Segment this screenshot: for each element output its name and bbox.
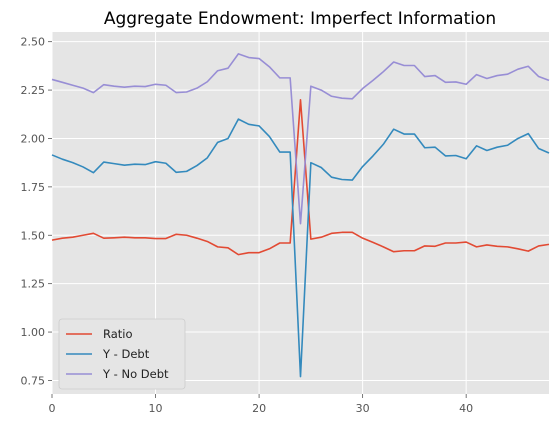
series-line-y-no-debt — [51, 53, 550, 225]
x-tick-label: 30 — [356, 402, 370, 415]
x-tick-label: 20 — [252, 402, 266, 415]
chart-title: Aggregate Endowment: Imperfect Informati… — [104, 9, 496, 29]
series-line-ratio — [51, 98, 550, 256]
legend: Ratio Y - Debt Y - No Debt — [58, 318, 186, 390]
y-tick-label: 0.75 — [21, 374, 46, 387]
legend-label-y-debt: Y - Debt — [102, 347, 150, 361]
legend-label-y-no-debt: Y - No Debt — [102, 367, 169, 381]
series-lines — [51, 53, 550, 378]
x-tick-label: 10 — [149, 402, 163, 415]
legend-label-ratio: Ratio — [103, 327, 133, 341]
y-tick-label: 1.00 — [21, 326, 46, 339]
series-line-y-debt — [51, 118, 550, 378]
y-tick-label: 2.00 — [21, 132, 46, 145]
x-tick-label: 40 — [459, 402, 473, 415]
x-tick-label: 0 — [49, 402, 56, 415]
grid — [51, 32, 549, 394]
y-tick-label: 2.25 — [21, 84, 46, 97]
legend-box — [58, 318, 186, 390]
y-tick-label: 1.25 — [21, 278, 46, 291]
y-tick-label: 1.75 — [21, 181, 46, 194]
y-axis: 0.75 1.00 1.25 1.50 1.75 2.00 2.25 2.50 — [21, 36, 52, 387]
y-tick-label: 2.50 — [21, 36, 46, 49]
x-axis: 0 10 20 30 40 — [49, 394, 473, 415]
y-tick-label: 1.50 — [21, 229, 46, 242]
